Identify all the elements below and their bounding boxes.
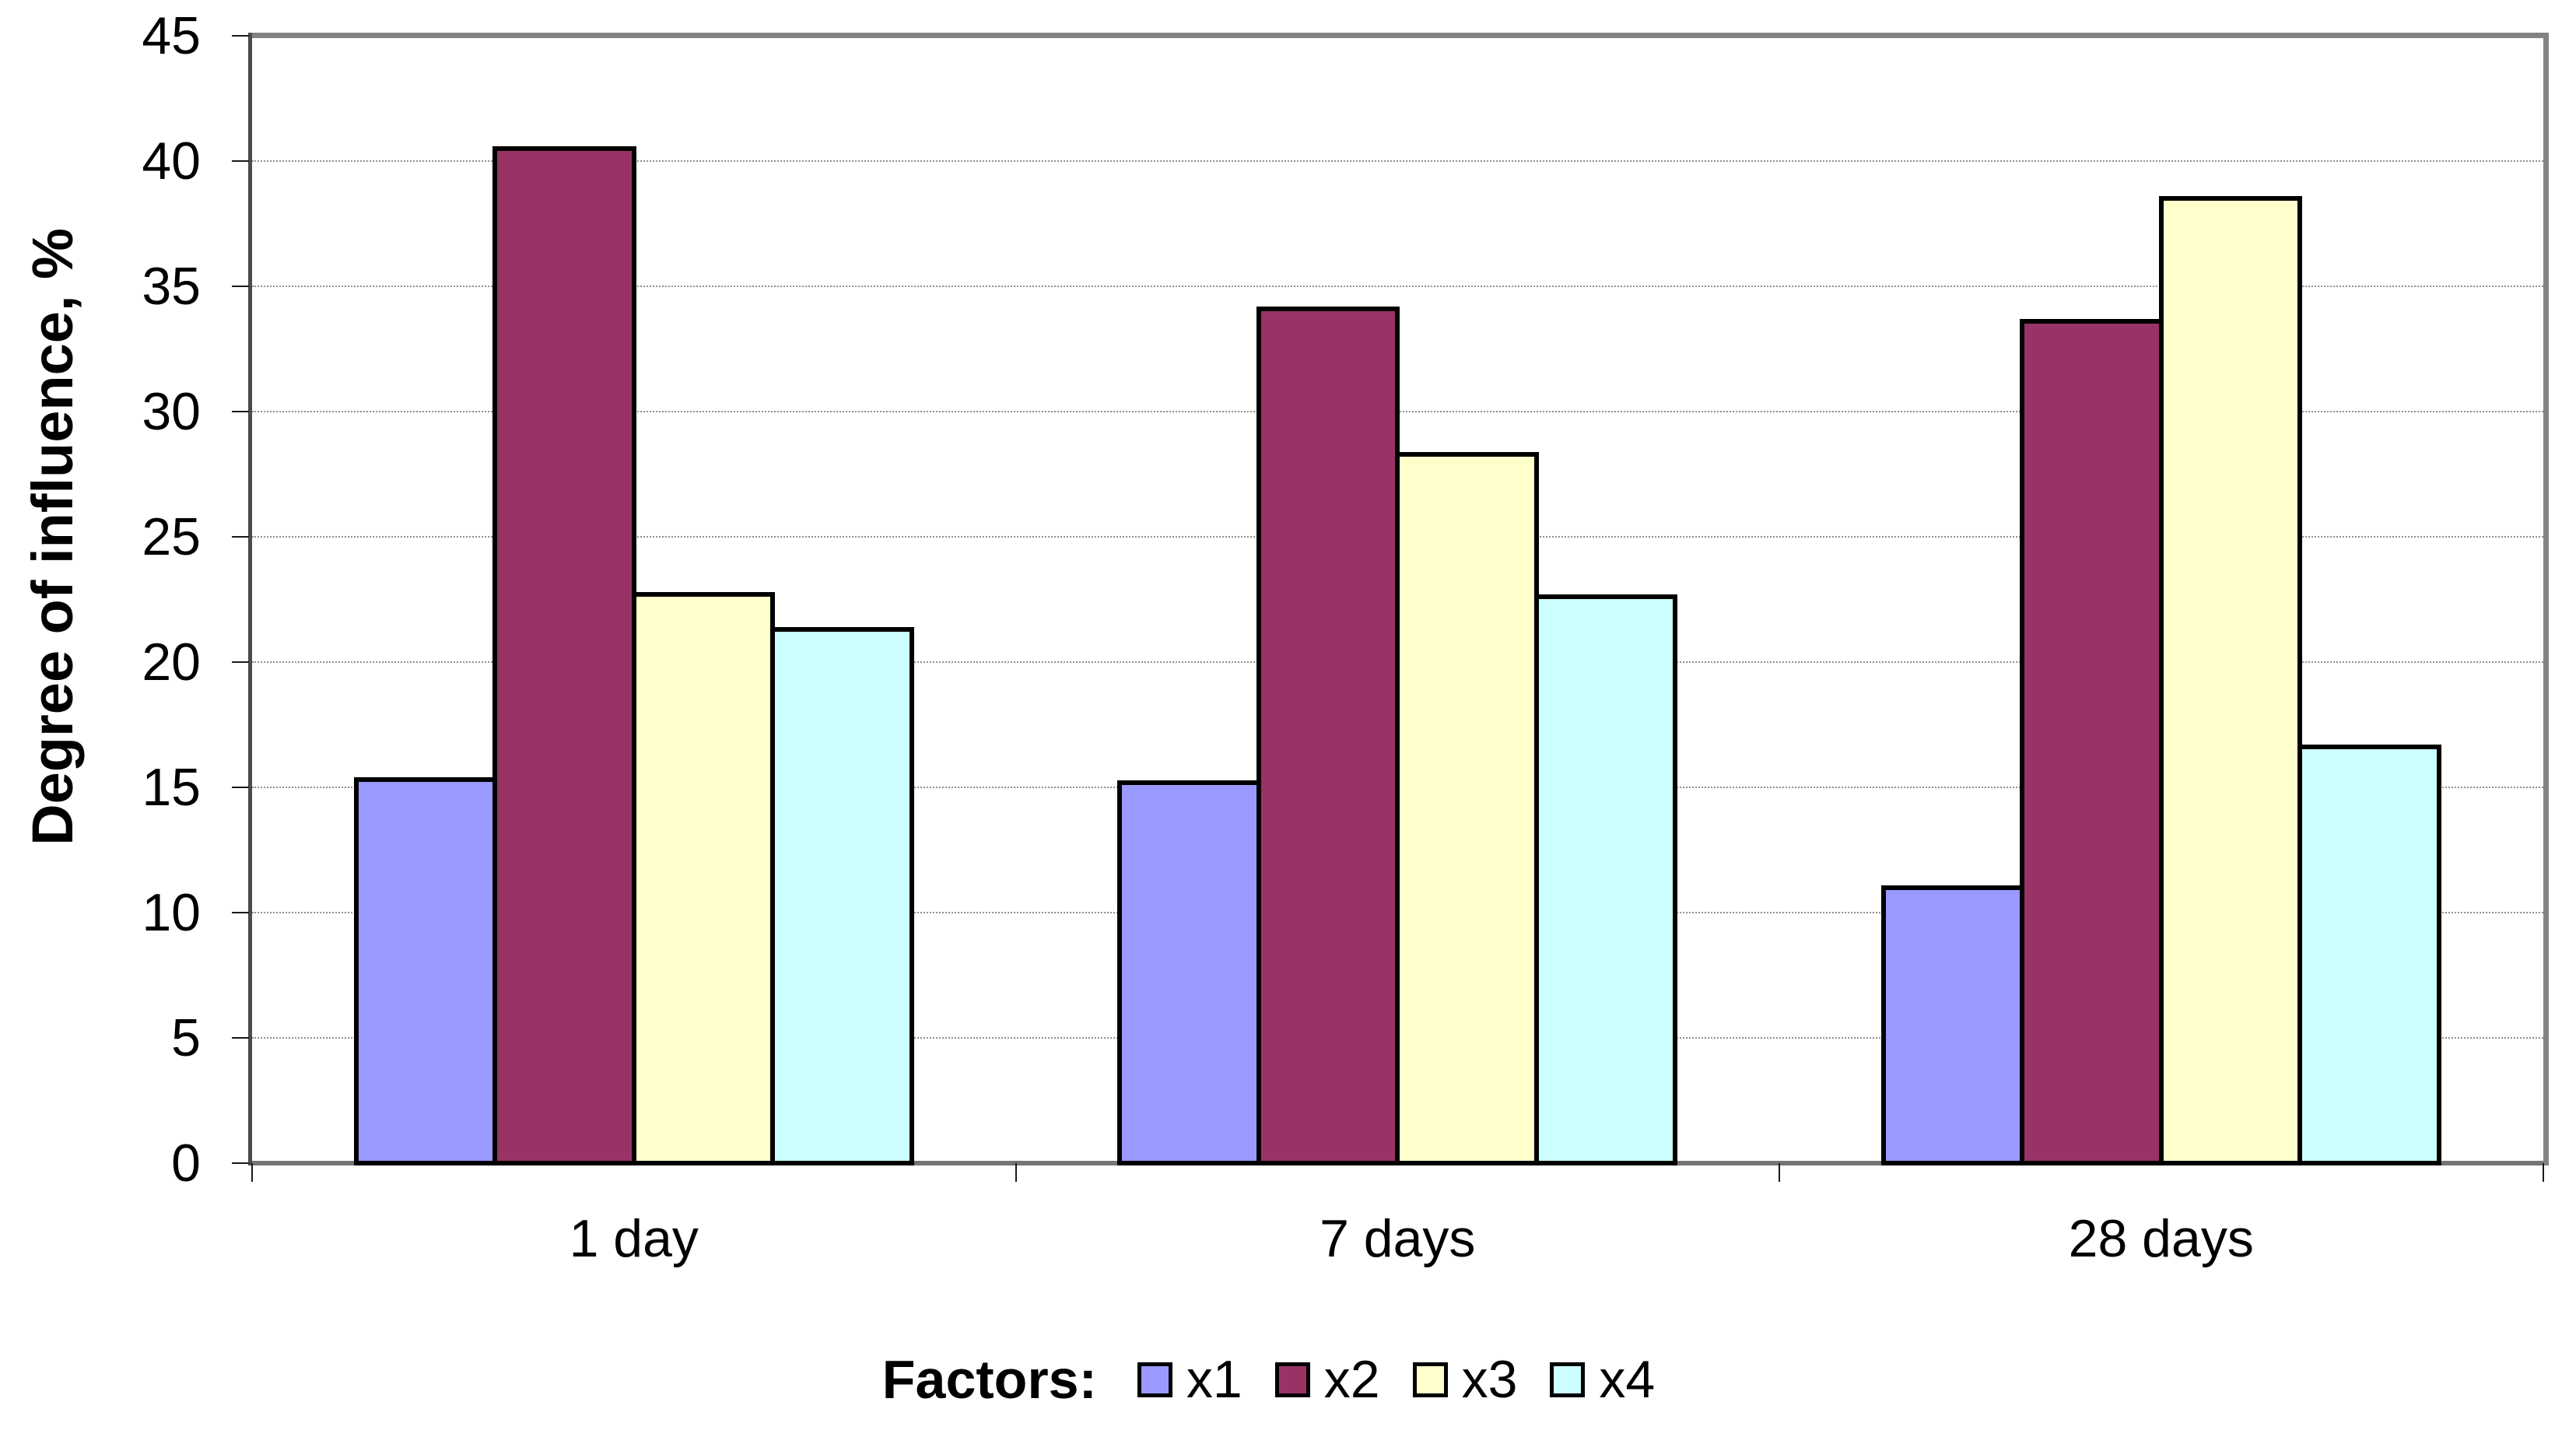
legend-label-x2: x2 <box>1323 1350 1380 1409</box>
bar-x2-7-days <box>1256 306 1400 1165</box>
legend-label-x1: x1 <box>1186 1350 1242 1409</box>
y-axis-label-10: 10 <box>142 883 201 942</box>
x-axis-label-7-days: 7 days <box>1320 1209 1476 1268</box>
bar-x4-28-days <box>2297 745 2441 1165</box>
legend-item-x4: x4 <box>1550 1348 1655 1411</box>
plot-border-right <box>2543 33 2549 1165</box>
bar-x3-28-days <box>2158 196 2303 1165</box>
bar-x1-7-days <box>1117 780 1261 1165</box>
legend-label-x3: x3 <box>1461 1350 1518 1409</box>
y-tick-mark-0 <box>232 1162 249 1164</box>
legend-swatch-x4 <box>1550 1362 1586 1397</box>
legend-item-x2: x2 <box>1274 1348 1380 1411</box>
bar-x4-1-day <box>770 627 914 1165</box>
y-axis-label-25: 25 <box>142 507 201 566</box>
gridline-40 <box>252 160 2543 162</box>
y-tick-mark-15 <box>232 787 249 788</box>
y-tick-mark-20 <box>232 661 249 663</box>
plot-area <box>232 33 2549 1182</box>
y-axis-line <box>248 33 252 1165</box>
y-axis-label-40: 40 <box>142 131 201 191</box>
y-tick-mark-10 <box>232 912 249 913</box>
y-tick-mark-30 <box>232 411 249 412</box>
legend-title: Factors: <box>881 1349 1097 1410</box>
legend-item-x1: x1 <box>1137 1348 1242 1411</box>
y-axis-label-20: 20 <box>142 633 201 692</box>
y-axis-label-0: 0 <box>171 1134 201 1193</box>
legend-label-x4: x4 <box>1599 1350 1656 1409</box>
bar-x1-28-days <box>1880 885 2025 1165</box>
y-tick-mark-45 <box>232 35 249 37</box>
y-axis-label-30: 30 <box>142 382 201 441</box>
y-tick-mark-5 <box>232 1037 249 1039</box>
y-tick-mark-40 <box>232 160 249 162</box>
bar-x4-7-days <box>1533 594 1678 1165</box>
x-tick-mark-2 <box>1779 1163 1780 1182</box>
y-axis-label-15: 15 <box>142 758 201 817</box>
bar-x3-1-day <box>631 592 776 1165</box>
x-tick-mark-1 <box>1015 1163 1017 1182</box>
y-axis-label-45: 45 <box>142 6 201 65</box>
x-axis-label-28-days: 28 days <box>2068 1209 2254 1268</box>
bar-x3-7-days <box>1395 451 1539 1165</box>
plot-border-top <box>248 33 2549 38</box>
x-tick-mark-3 <box>2542 1163 2544 1182</box>
bar-x1-1-day <box>353 777 498 1165</box>
legend-swatch-x2 <box>1274 1362 1310 1397</box>
bar-x2-1-day <box>492 145 636 1165</box>
x-axis-tick-labels: 1 day 7 days 28 days <box>252 1207 2543 1270</box>
legend-swatch-x1 <box>1137 1362 1172 1397</box>
bar-x2-28-days <box>2020 319 2164 1165</box>
y-axis-label-5: 5 <box>171 1008 201 1067</box>
y-axis-label-35: 35 <box>142 257 201 316</box>
gridline-35 <box>252 286 2543 287</box>
legend-item-x3: x3 <box>1412 1348 1518 1411</box>
legend: Factors: x1 x2 x3 x4 <box>0 1344 2576 1414</box>
x-axis-label-1-day: 1 day <box>569 1209 699 1268</box>
y-tick-mark-25 <box>232 536 249 538</box>
legend-swatch-x3 <box>1412 1362 1448 1397</box>
x-tick-mark-0 <box>251 1163 253 1182</box>
y-axis-tick-labels: 0 5 10 15 20 25 30 35 40 45 <box>0 9 201 1190</box>
y-tick-mark-35 <box>232 286 249 287</box>
